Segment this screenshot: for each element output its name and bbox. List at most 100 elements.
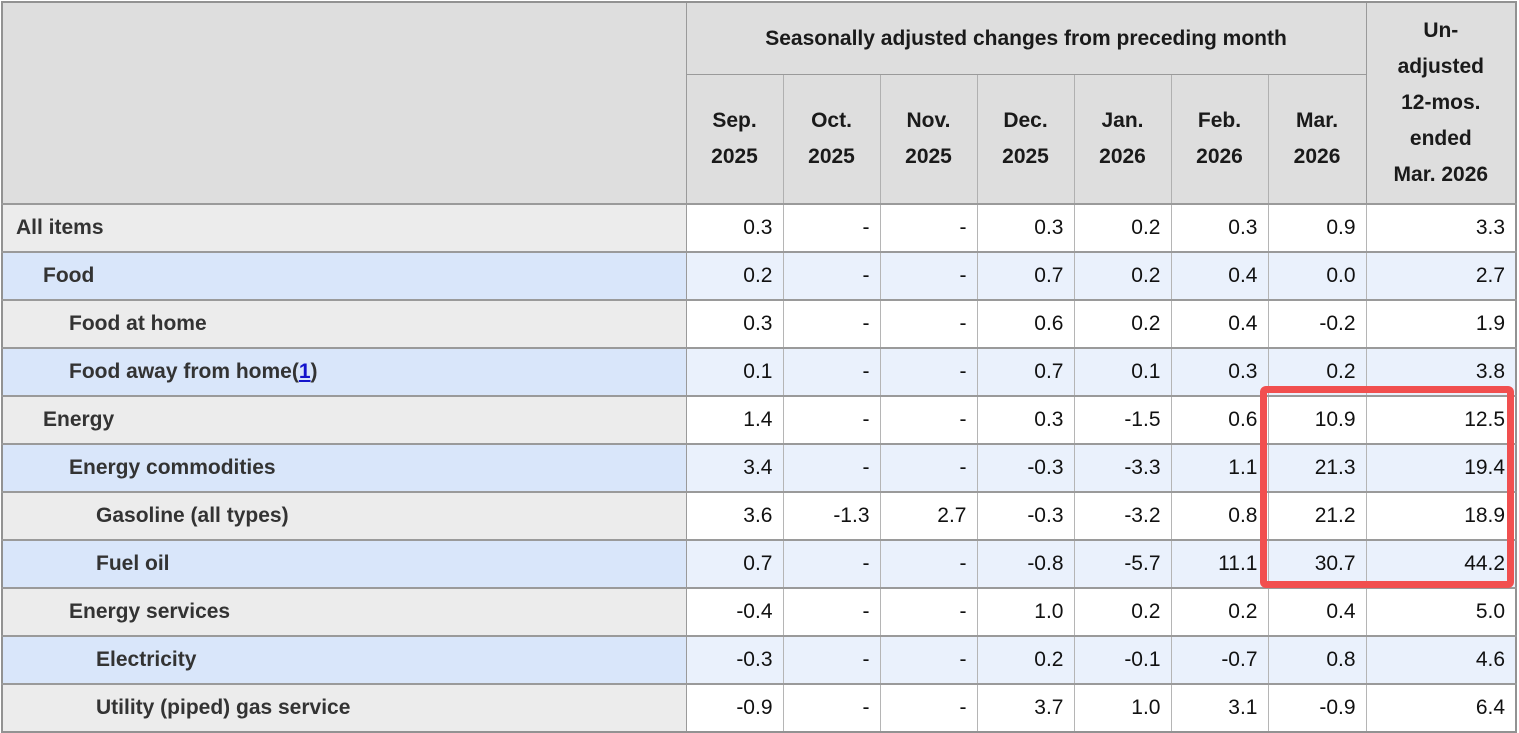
row-label: Energy <box>2 395 687 444</box>
unadjusted-12mo-cell: 1.9 <box>1365 299 1517 348</box>
value-cell: 21.3 <box>1267 443 1367 492</box>
row-label: Energy services <box>2 587 687 636</box>
value-cell: - <box>879 587 977 636</box>
value-cell: 0.4 <box>1170 299 1268 348</box>
value-cell: - <box>879 683 977 732</box>
value-cell: -1.5 <box>1073 395 1171 444</box>
value-cell: - <box>879 347 977 396</box>
value-cell: -0.3 <box>685 635 783 684</box>
value-cell: 0.4 <box>1267 587 1367 636</box>
value-cell: - <box>782 683 880 732</box>
value-cell: 3.6 <box>685 491 783 540</box>
value-cell: 0.2 <box>1073 299 1171 348</box>
value-cell: 10.9 <box>1267 395 1367 444</box>
row-label: Food <box>2 251 687 300</box>
value-cell: 0.2 <box>1073 203 1171 252</box>
value-cell: -0.7 <box>1170 635 1268 684</box>
corner-cell <box>2 2 687 204</box>
value-cell: 21.2 <box>1267 491 1367 540</box>
unadjusted-12mo-cell: 6.4 <box>1365 683 1517 732</box>
unadjusted-12mo-cell: 4.6 <box>1365 635 1517 684</box>
value-cell: 0.9 <box>1267 203 1367 252</box>
unadjusted-12mo-cell: 19.4 <box>1365 443 1517 492</box>
value-cell: - <box>782 443 880 492</box>
value-cell: -0.3 <box>976 491 1074 540</box>
month-header-dec-2025: Dec. 2025 <box>976 74 1074 204</box>
value-cell: - <box>879 635 977 684</box>
value-cell: - <box>782 539 880 588</box>
value-cell: 0.2 <box>1267 347 1367 396</box>
table-row: Energy services -0.4- -1.0 0.2 0.2 0.4 5.0 <box>2 587 1517 636</box>
value-cell: 0.3 <box>1170 347 1268 396</box>
table-row: All items 0.3- -0.3 0.2 0.3 0.9 3.3 <box>2 203 1517 252</box>
value-cell: 0.7 <box>685 539 783 588</box>
value-cell: -1.3 <box>782 491 880 540</box>
table-row: Food 0.2- -0.7 0.2 0.4 0.0 2.7 <box>2 251 1517 300</box>
row-label: Utility (piped) gas service <box>2 683 687 732</box>
value-cell: - <box>879 539 977 588</box>
month-header-nov-2025: Nov. 2025 <box>879 74 977 204</box>
unadjusted-12mo-cell: 3.3 <box>1365 203 1517 252</box>
table-row: Food away from home(1) 0.1- -0.7 0.1 0.3 0.2 3… <box>2 347 1517 396</box>
value-cell: -5.7 <box>1073 539 1171 588</box>
value-cell: 1.0 <box>1073 683 1171 732</box>
value-cell: - <box>782 587 880 636</box>
value-cell: 0.1 <box>1073 347 1171 396</box>
row-label: All items <box>2 203 687 252</box>
value-cell: 0.7 <box>976 251 1074 300</box>
value-cell: - <box>879 299 977 348</box>
value-cell: 0.8 <box>1170 491 1268 540</box>
row-label: Fuel oil <box>2 539 687 588</box>
value-cell: 0.2 <box>1073 587 1171 636</box>
header-group-row: Seasonally adjusted changes from precedi… <box>2 2 1517 204</box>
unadjusted-12mo-cell: 12.5 <box>1365 395 1517 444</box>
value-cell: -0.4 <box>685 587 783 636</box>
value-cell: 3.1 <box>1170 683 1268 732</box>
month-header-mar-2026: Mar. 2026 <box>1267 74 1367 204</box>
value-cell: -0.9 <box>1267 683 1367 732</box>
value-cell: 0.7 <box>976 347 1074 396</box>
unadjusted-12mo-cell: 5.0 <box>1365 587 1517 636</box>
value-cell: -3.3 <box>1073 443 1171 492</box>
value-cell: 3.7 <box>976 683 1074 732</box>
footnote-link[interactable]: 1 <box>298 360 311 383</box>
value-cell: 0.2 <box>976 635 1074 684</box>
month-header-oct-2025: Oct. 2025 <box>782 74 880 204</box>
table-row: Energy 1.4- -0.3 -1.5 0.6 10.9 12.5 <box>2 395 1517 444</box>
value-cell: 11.1 <box>1170 539 1268 588</box>
value-cell: 0.1 <box>685 347 783 396</box>
table-row: Electricity -0.3- -0.2 -0.1 -0.7 0.8 4.6 <box>2 635 1517 684</box>
row-label: Energy commodities <box>2 443 687 492</box>
month-header-feb-2026: Feb. 2026 <box>1170 74 1268 204</box>
value-cell: -0.1 <box>1073 635 1171 684</box>
unadjusted-12mo-cell: 3.8 <box>1365 347 1517 396</box>
value-cell: 0.3 <box>1170 203 1268 252</box>
value-cell: 0.3 <box>976 203 1074 252</box>
value-cell: 0.3 <box>685 299 783 348</box>
row-label: Food away from home(1) <box>2 347 687 396</box>
value-cell: 0.0 <box>1267 251 1367 300</box>
month-header-sep-2025: Sep. 2025 <box>685 74 783 204</box>
table-row: Gasoline (all types) 3.6 -1.3 2.7 -0.3 -3.2 0.… <box>2 491 1517 540</box>
table-row: Energy commodities 3.4- - -0.3 -3.3 1.1 21.3 19… <box>2 443 1517 492</box>
table-row: Food at home 0.3- -0.6 0.2 0.4 -0.2 1.9 <box>2 299 1517 348</box>
value-cell: - <box>782 635 880 684</box>
value-cell: - <box>782 203 880 252</box>
table-row: Utility (piped) gas service -0.9- -3.7 1.0 3… <box>2 683 1517 732</box>
unadjusted-12mo-header: Un-adjusted 12-mos. ended Mar. 2026 <box>1365 2 1517 204</box>
unadjusted-12mo-cell: 44.2 <box>1365 539 1517 588</box>
value-cell: 0.2 <box>1170 587 1268 636</box>
value-cell: 30.7 <box>1267 539 1367 588</box>
value-cell: 1.0 <box>976 587 1074 636</box>
value-cell: 0.3 <box>685 203 783 252</box>
seasonally-adjusted-group-header: Seasonally adjusted changes from precedi… <box>686 2 1367 75</box>
value-cell: - <box>782 395 880 444</box>
value-cell: 0.2 <box>1073 251 1171 300</box>
month-header-jan-2026: Jan. 2026 <box>1073 74 1171 204</box>
table-row: Fuel oil 0.7- - -0.8 -5.7 11.1 30.7 44.2 <box>2 539 1517 588</box>
value-cell: 2.7 <box>879 491 977 540</box>
value-cell: 1.4 <box>685 395 783 444</box>
row-label: Gasoline (all types) <box>2 491 687 540</box>
